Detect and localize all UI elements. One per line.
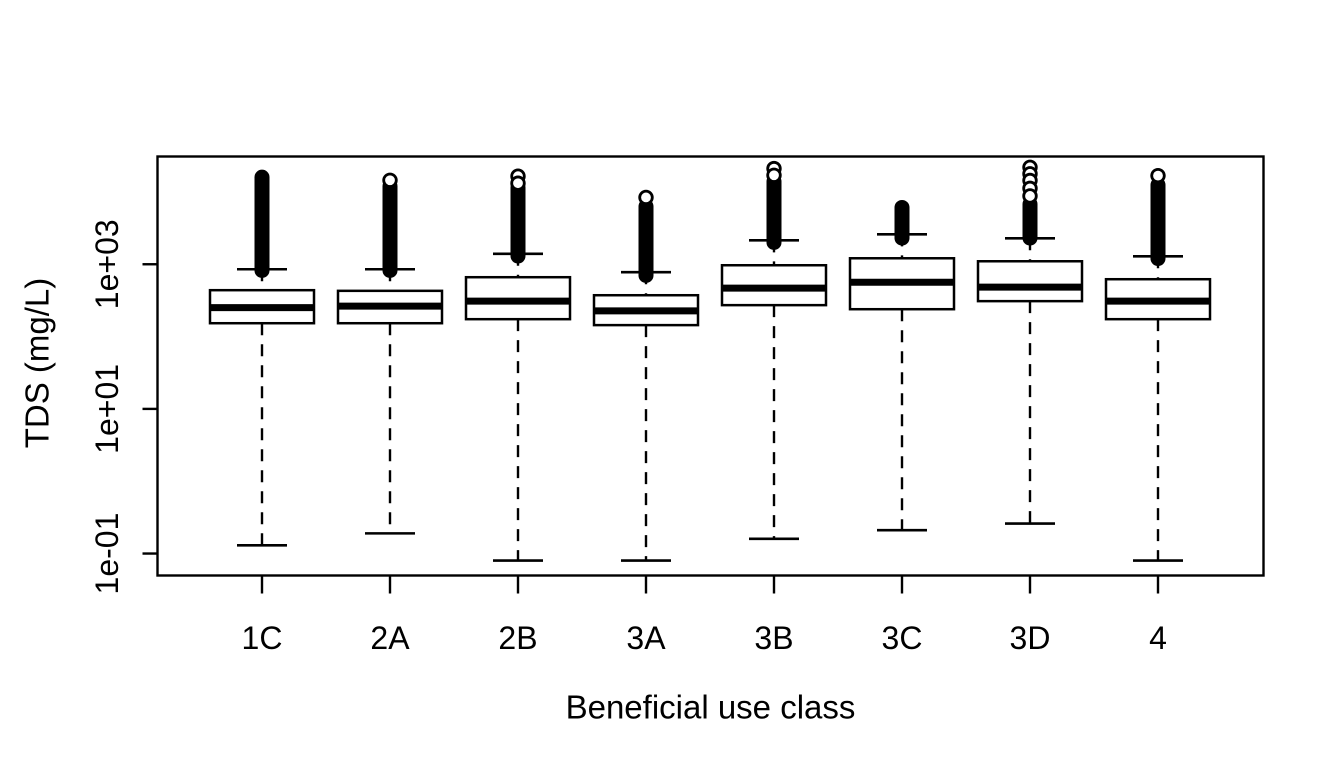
plot-border	[156, 155, 1265, 577]
x-axis-title: Beneficial use class	[566, 689, 856, 726]
outlier-point	[766, 167, 782, 183]
x-axis-tick-label: 4	[1149, 620, 1167, 656]
outlier-point	[1022, 188, 1038, 204]
x-axis-tick-label: 1C	[242, 620, 283, 656]
x-axis-tick-label: 2B	[498, 620, 537, 656]
y-axis-tick-label: 1e-01	[89, 513, 125, 595]
outlier-point	[1150, 167, 1166, 184]
y-axis-tick-label: 1e+03	[89, 219, 125, 309]
x-axis-tick-label: 3A	[626, 620, 666, 656]
x-axis-tick-label: 3B	[754, 620, 793, 656]
iqr-box	[976, 260, 1084, 303]
outlier-point	[638, 189, 654, 206]
plot-content: 1e-01 1e+01 1e+03 1C 2A 2B 3A 3B 3C 3D 4	[89, 159, 1212, 656]
outlier-point	[382, 172, 398, 188]
x-axis-tick-label: 3D	[1010, 620, 1051, 656]
outlier-point	[510, 175, 526, 191]
y-axis-title: TDS (mg/L)	[19, 278, 56, 449]
x-axis-tick-label: 3C	[882, 620, 923, 656]
x-axis-tick-label: 2A	[370, 620, 410, 656]
y-axis-tick-label: 1e+01	[89, 364, 125, 454]
